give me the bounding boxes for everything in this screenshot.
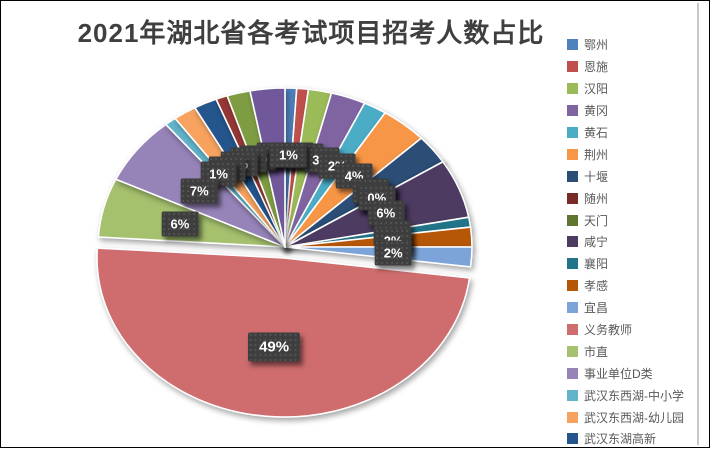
data-label: 1% — [269, 142, 307, 168]
legend-swatch — [567, 236, 578, 248]
legend-swatch — [567, 302, 578, 314]
chart-title: 2021年湖北省各考试项目招考人数占比 — [77, 18, 545, 48]
legend-item[interactable]: 咸宁 — [567, 231, 699, 253]
legend-item[interactable]: 事业单位D类 — [567, 362, 699, 384]
legend-swatch — [567, 39, 578, 51]
data-label: 1% — [200, 161, 237, 187]
legend-item[interactable]: 武汉东西湖-幼儿园 — [567, 406, 699, 428]
legend-label: 咸宁 — [584, 235, 609, 250]
legend-item[interactable]: 襄阳 — [567, 253, 699, 275]
legend-label: 宜昌 — [584, 301, 609, 316]
legend-swatch — [567, 411, 578, 423]
legend-item[interactable]: 汉阳 — [567, 78, 699, 100]
legend-label: 随州 — [584, 191, 609, 206]
legend-swatch — [567, 83, 578, 95]
legend-item[interactable]: 恩施 — [567, 56, 699, 78]
legend-item[interactable]: 义务教师 — [567, 319, 699, 341]
legend-swatch — [567, 389, 578, 401]
legend-label: 汉阳 — [584, 82, 609, 97]
legend-item[interactable]: 鄂州 — [567, 34, 699, 56]
legend-label: 黄冈 — [584, 104, 609, 119]
legend-label: 武汉东西湖-中小学 — [584, 388, 684, 403]
legend-item[interactable]: 荆州 — [567, 143, 699, 165]
legend-item[interactable]: 黄冈 — [567, 100, 699, 122]
legend-swatch — [567, 345, 578, 357]
legend-swatch — [567, 61, 578, 73]
legend-label: 荆州 — [584, 147, 609, 162]
legend-label: 恩施 — [584, 60, 609, 75]
legend-item[interactable]: 天门 — [567, 209, 699, 231]
legend-label: 天门 — [584, 213, 609, 228]
legend-label: 鄂州 — [584, 38, 609, 53]
legend-item[interactable]: 宜昌 — [567, 297, 699, 319]
legend-swatch — [567, 258, 578, 270]
right-divider — [697, 3, 699, 445]
legend-item[interactable]: 市直 — [567, 340, 699, 362]
legend-swatch — [567, 433, 578, 445]
legend-swatch — [567, 148, 578, 160]
legend-swatch — [567, 280, 578, 292]
data-label: 49% — [248, 332, 301, 362]
legend-label: 义务教师 — [584, 323, 633, 338]
legend-swatch — [567, 324, 578, 336]
legend: 鄂州 恩施 汉阳 黄冈 黄石 荆州 十堰 随州 天门 咸宁 襄阳 孝感 宜昌 义务教师 市直 事业单位D类 武汉… — [567, 34, 699, 450]
data-label: 2% — [374, 240, 412, 266]
legend-item[interactable]: 武汉东湖高新 — [567, 428, 699, 450]
legend-swatch — [567, 127, 578, 138]
legend-label: 事业单位D类 — [584, 366, 653, 381]
legend-swatch — [567, 192, 578, 204]
legend-label: 市直 — [584, 344, 609, 359]
legend-item[interactable]: 武汉东西湖-中小学 — [567, 384, 699, 406]
legend-swatch — [567, 214, 578, 226]
data-label: 7% — [180, 178, 218, 203]
legend-label: 武汉东西湖-幼儿园 — [584, 410, 684, 425]
legend-label: 黄石 — [584, 126, 609, 140]
legend-item[interactable]: 十堰 — [567, 165, 699, 187]
legend-label: 十堰 — [584, 169, 609, 184]
legend-item[interactable]: 黄石 — [567, 122, 699, 144]
legend-item[interactable]: 随州 — [567, 187, 699, 209]
data-label: 6% — [161, 211, 199, 237]
legend-label: 孝感 — [584, 279, 609, 294]
legend-label: 武汉东湖高新 — [584, 432, 657, 447]
legend-swatch — [567, 170, 578, 182]
legend-item[interactable]: 孝感 — [567, 275, 699, 297]
legend-swatch — [567, 105, 578, 117]
legend-swatch — [567, 367, 578, 379]
legend-label: 襄阳 — [584, 257, 609, 272]
